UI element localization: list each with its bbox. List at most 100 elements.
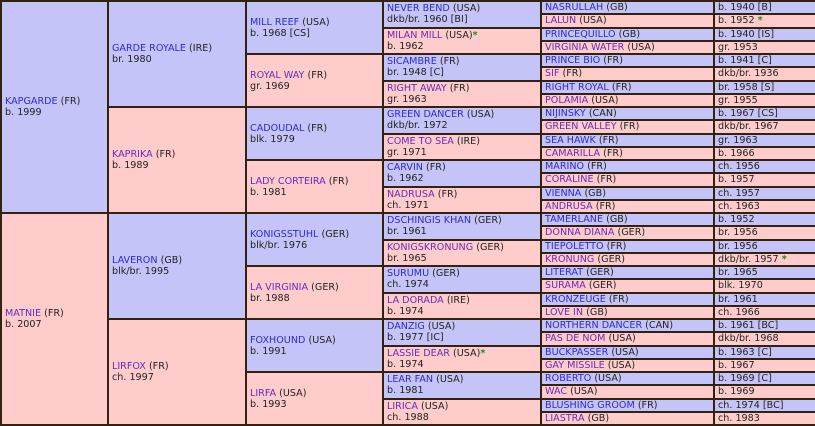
horse-name-link[interactable]: RIGHT AWAY bbox=[387, 82, 447, 94]
gen5-info-cell: b. 1966 bbox=[713, 145, 815, 162]
horse-name-link[interactable]: FOXHOUND bbox=[250, 334, 306, 346]
horse-name-link[interactable]: LIRFA bbox=[250, 387, 277, 399]
horse-name-link[interactable]: BUCKPASSER bbox=[545, 346, 609, 358]
horse-name-link[interactable]: PRINCEQUILLO bbox=[545, 28, 616, 40]
horse-name-link[interactable]: LAVERON bbox=[112, 255, 158, 266]
horse-name-link[interactable]: LA DORADA bbox=[387, 294, 444, 306]
horse-name-link[interactable]: SEA HAWK bbox=[545, 134, 596, 146]
horse-name-link[interactable]: KONIGSSTUHL bbox=[250, 228, 319, 240]
horse-name-link[interactable]: NASRULLAH bbox=[545, 2, 604, 14]
horse-name-link[interactable]: LIASTRA bbox=[545, 412, 585, 424]
horse-name-link[interactable]: MILAN MILL bbox=[387, 29, 443, 41]
horse-name-link[interactable]: RIGHT ROYAL bbox=[545, 81, 609, 93]
horse-info: b. 1999 bbox=[5, 107, 42, 118]
pedigree-row: VIRGINIA WATER (USA) gr. 1953 bbox=[1, 39, 815, 56]
country-code: (FR) bbox=[608, 293, 629, 305]
horse-name-link[interactable]: LASSIE DEAR bbox=[387, 347, 450, 359]
horse-name-link[interactable]: LITERAT bbox=[545, 267, 584, 279]
horse-name-link[interactable]: LOVE IN bbox=[545, 306, 584, 318]
horse-name-link[interactable]: KAPRIKA bbox=[112, 149, 153, 160]
pedigree-row: LIRFA (USA) b. 1993 LEAR FAN (USA) b. 1981 R… bbox=[1, 370, 815, 426]
horse-name-link[interactable]: DANZIG bbox=[387, 321, 425, 333]
horse-name-link[interactable]: SURUMU bbox=[387, 268, 430, 280]
horse-name-link[interactable]: CADOUDAL bbox=[250, 122, 305, 134]
horse-name-link[interactable]: SIF bbox=[545, 68, 560, 80]
country-code: (USA) bbox=[308, 334, 336, 346]
horse-name-link[interactable]: NEVER BEND bbox=[387, 3, 450, 15]
horse-name-link[interactable]: CARVIN bbox=[387, 162, 423, 174]
horse-name-link[interactable]: POLAMIA bbox=[545, 94, 589, 106]
horse-info: br. 1948 [C] bbox=[387, 67, 444, 79]
gen4-dam-cell: MILAN MILL (USA)* b. 1962 bbox=[382, 26, 542, 55]
country-code: (USA) bbox=[279, 387, 307, 399]
horse-name-link[interactable]: CAMARILLA bbox=[545, 147, 601, 159]
horse-name-link[interactable]: TIEPOLETTO bbox=[545, 240, 604, 252]
horse-name-link[interactable]: COME TO SEA bbox=[387, 135, 454, 147]
country-code: (GER) bbox=[321, 228, 350, 240]
horse-info: dkb/br. 1967 bbox=[718, 121, 779, 133]
horse-name-link[interactable]: PAS DE NOM bbox=[545, 333, 606, 345]
pedigree-row: LOVE IN (GB) ch. 1966 bbox=[1, 304, 815, 321]
horse-info: ch. 1963 bbox=[718, 200, 760, 212]
horse-name-link[interactable]: NORTHERN DANCER bbox=[545, 320, 643, 332]
horse-name-link[interactable]: NIJINSKY bbox=[545, 108, 586, 120]
horse-name-link[interactable]: LEAR FAN bbox=[387, 374, 434, 386]
horse-info: b. 1977 [IC] bbox=[387, 332, 444, 344]
horse-name-link[interactable]: GREEN DANCER bbox=[387, 109, 464, 121]
horse-name-link[interactable]: DONNA DIANA bbox=[545, 227, 615, 239]
gen5-info-cell: ch. 1974 [BC] bbox=[713, 397, 815, 413]
horse-info: b. 1963 [C] bbox=[718, 346, 772, 358]
horse-info: b. 1962 bbox=[387, 173, 424, 185]
horse-name-link[interactable]: VIRGINIA WATER bbox=[545, 41, 625, 53]
gen5-info-cell: b. 1940 [B] bbox=[713, 0, 815, 16]
horse-name-link[interactable]: SICAMBRE bbox=[387, 56, 437, 68]
horse-name-link[interactable]: KONIGSKRONUNG bbox=[387, 241, 474, 253]
horse-name-link[interactable]: MARINO bbox=[545, 161, 585, 173]
horse-info: b. 2007 bbox=[5, 319, 42, 330]
horse-name-link[interactable]: LIRICA bbox=[387, 400, 418, 412]
horse-name-link[interactable]: KAPGARDE bbox=[5, 96, 58, 107]
gen5-sire-cell: NIJINSKY (CAN) bbox=[540, 105, 715, 122]
country-code: (FR) bbox=[619, 121, 640, 133]
gen5-dam-cell: ANDRUSA (FR) bbox=[540, 198, 715, 215]
horse-name-link[interactable]: KRONZEUGE bbox=[545, 293, 606, 305]
horse-name-link[interactable]: GAY MISSILE bbox=[545, 359, 605, 371]
gen4-dam-cell: COME TO SEA (IRE) gr. 1971 bbox=[382, 132, 542, 161]
horse-name-link[interactable]: SURAMA bbox=[545, 280, 586, 292]
horse-name-link[interactable]: MILL REEF bbox=[250, 16, 300, 28]
gen5-dam-cell: LIASTRA (GB) bbox=[540, 410, 715, 426]
gen1-dam-cell: MATNIE (FR) b. 2007 bbox=[0, 212, 109, 426]
horse-name-link[interactable]: BLUSHING GROOM bbox=[545, 399, 635, 411]
gen5-dam-cell: CAMARILLA (FR) bbox=[540, 145, 715, 162]
horse-name-link[interactable]: LALUN bbox=[545, 15, 577, 27]
horse-name-link[interactable]: ANDRUSA bbox=[545, 200, 593, 212]
horse-name-link[interactable]: GARDE ROYALE bbox=[112, 43, 186, 54]
horse-name-link[interactable]: GREEN VALLEY bbox=[545, 121, 617, 133]
horse-name-link[interactable]: CORALINE bbox=[545, 174, 594, 186]
country-code: (GER) bbox=[474, 215, 502, 227]
horse-name-link[interactable]: TAMERLANE bbox=[545, 214, 604, 226]
horse-name-link[interactable]: MATNIE bbox=[5, 308, 42, 319]
country-code: (FR) bbox=[328, 175, 349, 187]
horse-name-link[interactable]: VIENNA bbox=[545, 187, 582, 199]
horse-name-link[interactable]: LIRFOX bbox=[112, 361, 146, 372]
horse-info: blk/br. 1995 bbox=[112, 266, 170, 277]
gen5-info-cell: b. 1969 [C] bbox=[713, 370, 815, 387]
horse-name-link[interactable]: ROYAL WAY bbox=[250, 69, 305, 81]
gen5-dam-cell: WAC (USA) bbox=[540, 384, 715, 400]
horse-name-link[interactable]: LA VIRGINIA bbox=[250, 281, 309, 293]
horse-name-link[interactable]: DSCHINGIS KHAN bbox=[387, 215, 472, 227]
horse-name-link[interactable]: WAC bbox=[545, 386, 568, 398]
horse-name-link[interactable]: LADY CORTEIRA bbox=[250, 175, 326, 187]
horse-name-link[interactable]: PRINCE BIO bbox=[545, 55, 601, 67]
gen5-dam-cell: CORALINE (FR) bbox=[540, 172, 715, 188]
horse-info: br. 1965 bbox=[387, 252, 427, 264]
horse-name-link[interactable]: KRONUNG bbox=[545, 253, 595, 265]
horse-name-link[interactable]: ROBERTO bbox=[545, 373, 592, 385]
gen5-info-cell: b. 1961 [BC] bbox=[713, 317, 815, 334]
star-icon: * bbox=[757, 15, 763, 27]
gen2-dam-cell: LIRFOX (FR) ch. 1997 bbox=[107, 318, 247, 426]
pedigree-row: NADRUSA (FR) ch. 1971 VIENNA (GB) ch. 1957 bbox=[1, 185, 815, 214]
country-code: (USA) bbox=[608, 333, 636, 345]
horse-name-link[interactable]: NADRUSA bbox=[387, 188, 435, 200]
